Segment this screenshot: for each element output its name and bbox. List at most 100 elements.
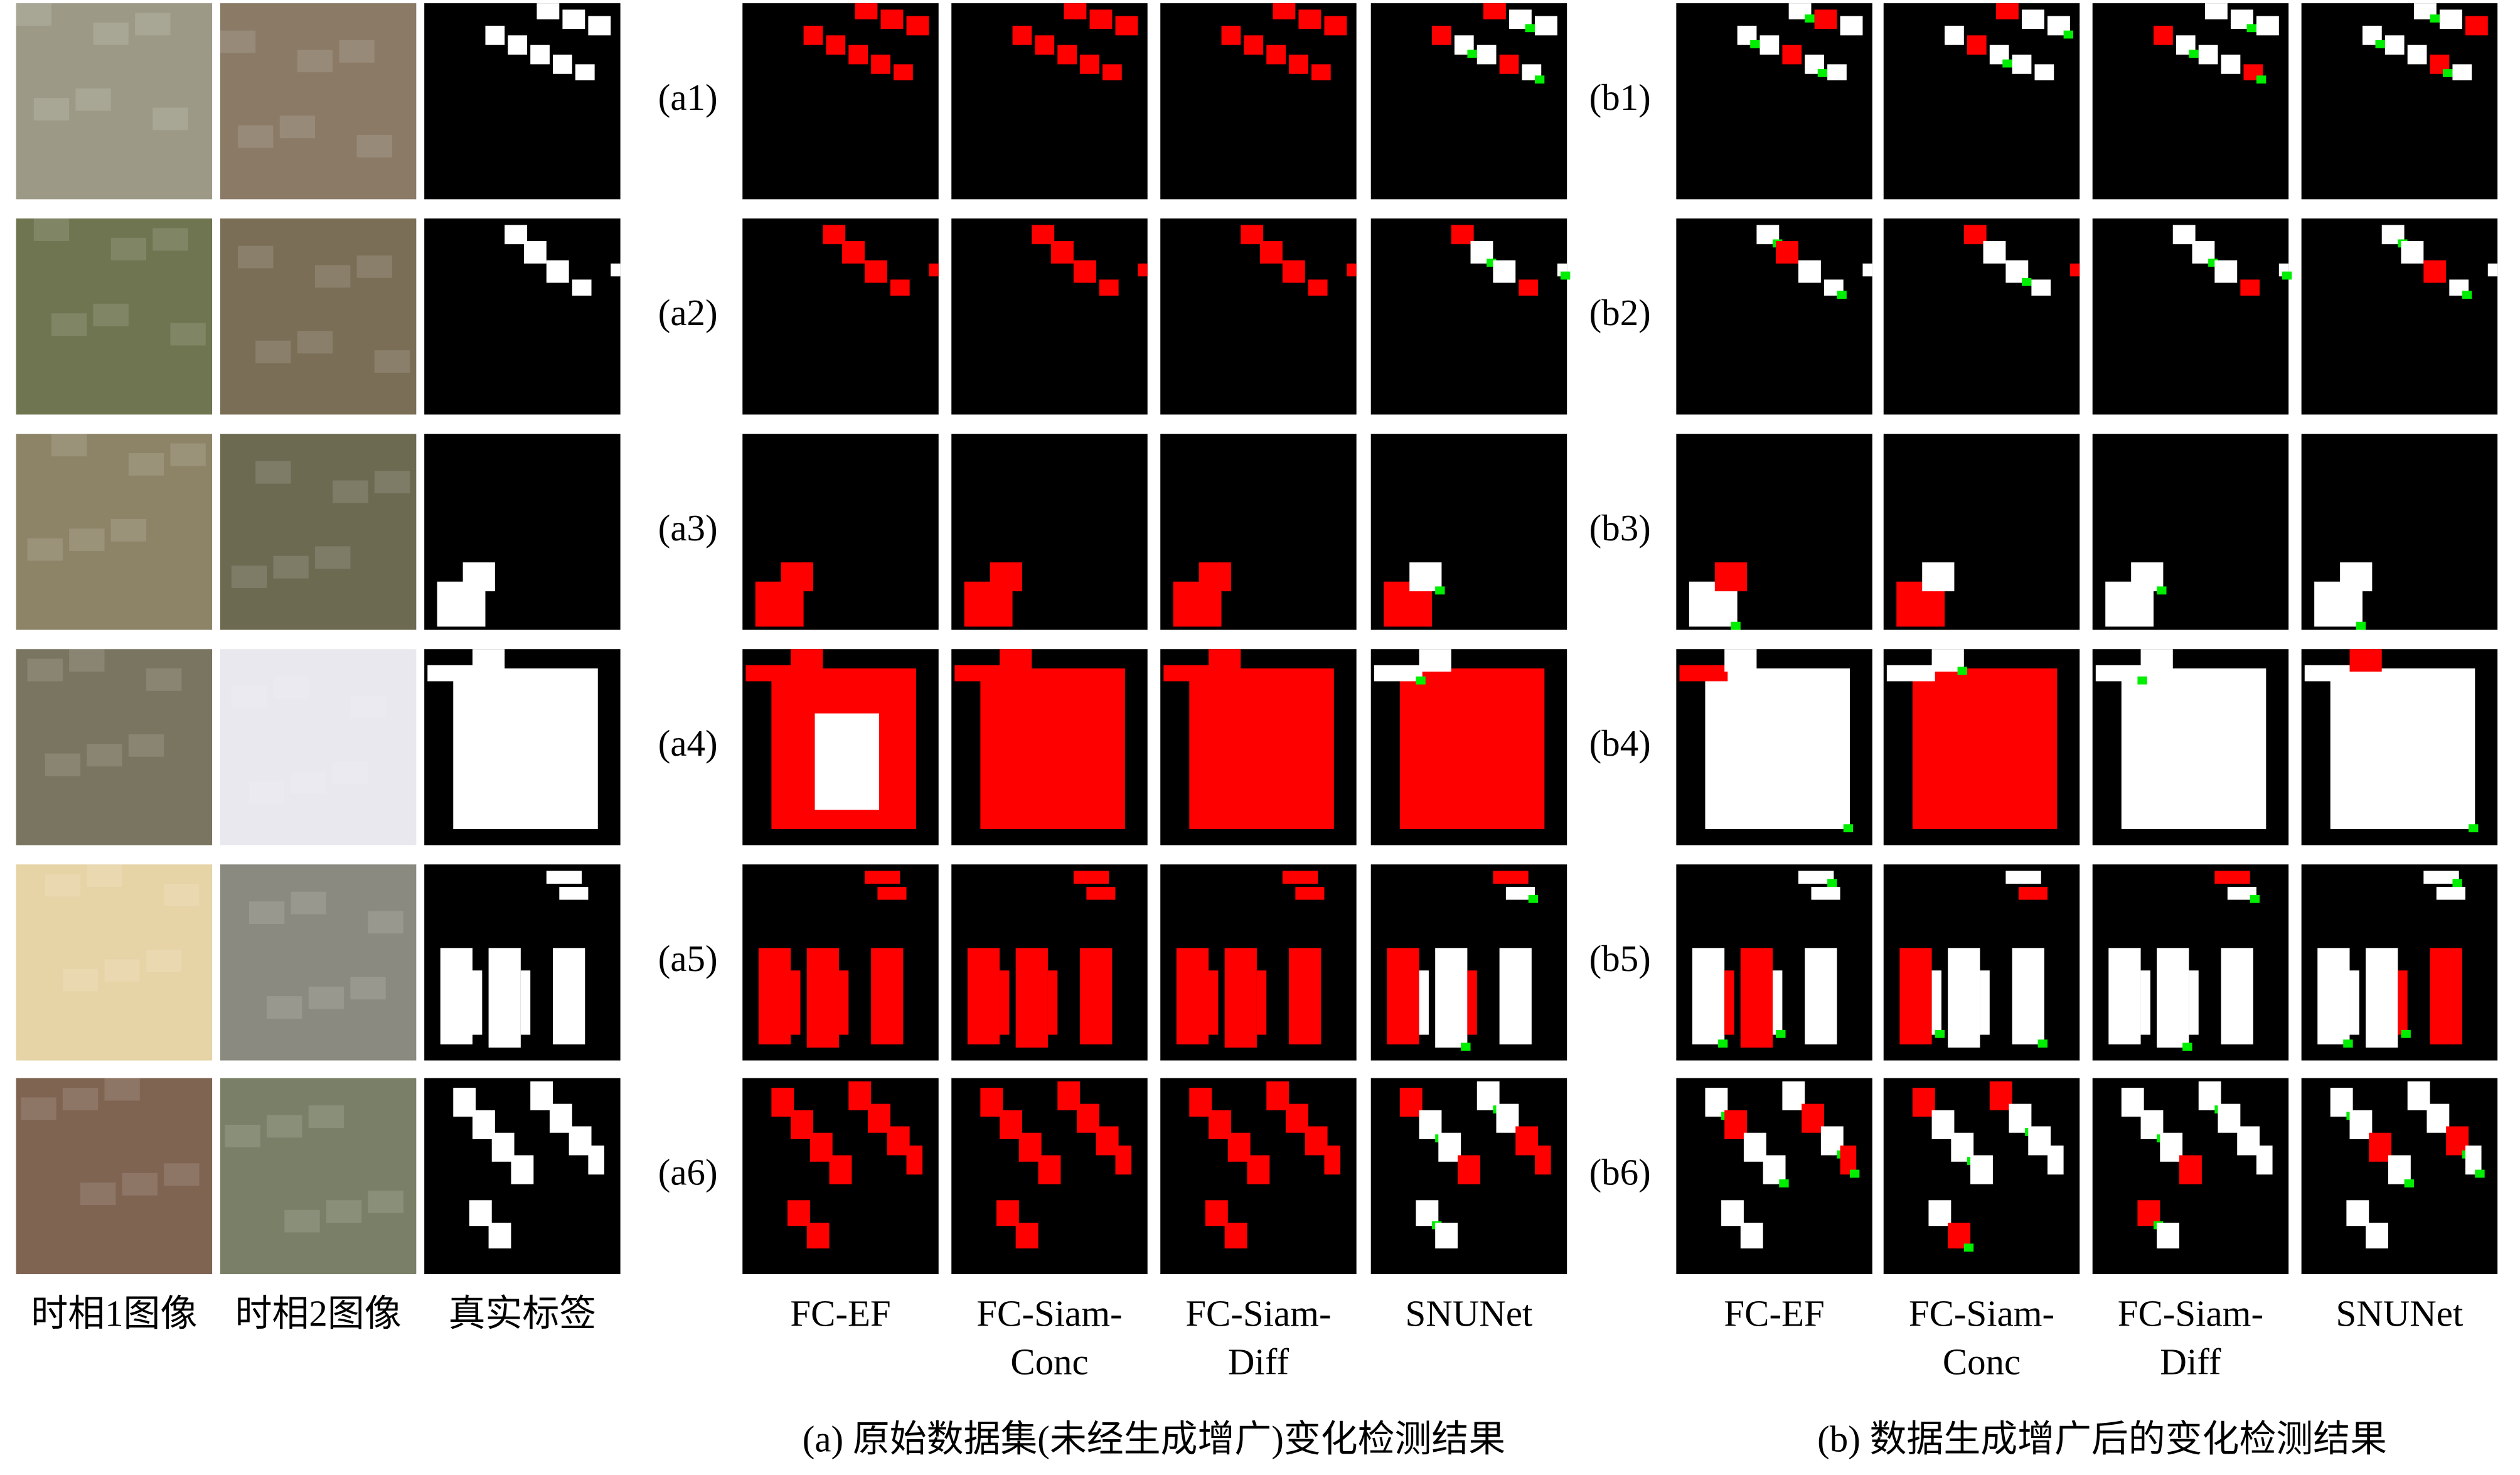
building xyxy=(511,1155,534,1184)
building xyxy=(980,1088,1003,1117)
mask-background xyxy=(1370,218,1567,415)
building xyxy=(1534,1145,1551,1175)
false-alarm xyxy=(1779,1179,1789,1188)
building xyxy=(2436,887,2465,900)
building xyxy=(1138,263,1148,277)
false-alarm xyxy=(2189,50,2199,58)
building xyxy=(546,871,582,884)
building xyxy=(2487,263,2498,277)
building xyxy=(2069,263,2080,277)
building xyxy=(806,948,839,1048)
texture xyxy=(146,668,182,691)
building xyxy=(791,649,823,672)
building xyxy=(2108,948,2141,1044)
satellite-image xyxy=(220,649,417,845)
row-label: (a6) xyxy=(658,1152,718,1193)
mask-background xyxy=(2301,218,2498,415)
building xyxy=(572,279,592,296)
building xyxy=(2340,562,2373,592)
building xyxy=(1467,970,1477,1035)
building xyxy=(2401,240,2424,264)
texture xyxy=(170,323,206,346)
image-tile xyxy=(424,649,621,845)
building xyxy=(2430,948,2462,1044)
image-tile xyxy=(951,649,1148,845)
building xyxy=(1827,64,1847,80)
satellite-image xyxy=(16,649,213,845)
image-tile xyxy=(2092,864,2289,1061)
texture xyxy=(273,555,309,579)
building xyxy=(588,1145,605,1175)
image-tile xyxy=(1160,864,1357,1061)
false-alarm xyxy=(1461,1043,1471,1051)
building xyxy=(505,225,528,245)
building xyxy=(2384,35,2405,55)
false-alarm xyxy=(1957,667,1967,675)
building xyxy=(1266,45,1286,65)
false-alarm xyxy=(1750,40,1760,48)
building xyxy=(2465,1145,2482,1175)
building xyxy=(791,970,801,1035)
building xyxy=(2349,1110,2373,1139)
building xyxy=(488,1223,511,1249)
column-label: FC-EF xyxy=(790,1294,890,1334)
row-label: (b5) xyxy=(1589,938,1651,979)
column-label: Diff xyxy=(1228,1341,1289,1382)
building xyxy=(745,665,794,682)
building xyxy=(2452,64,2472,80)
building xyxy=(1840,1145,1857,1175)
false-alarm xyxy=(1525,24,1535,33)
building xyxy=(2218,1103,2241,1133)
building xyxy=(1209,649,1241,672)
texture xyxy=(291,771,326,794)
texture xyxy=(255,340,291,363)
building xyxy=(1018,1132,1042,1162)
building xyxy=(814,713,879,810)
false-alarm xyxy=(1560,271,1571,280)
building xyxy=(1724,970,1734,1035)
image-tile xyxy=(1160,434,1357,630)
building xyxy=(2465,16,2488,36)
building xyxy=(1273,3,1296,19)
building xyxy=(2048,1145,2064,1175)
image-tile xyxy=(424,218,621,415)
column-label: Conc xyxy=(1943,1341,2021,1382)
image-tile xyxy=(1883,864,2080,1061)
building xyxy=(2304,665,2353,682)
building xyxy=(2221,55,2241,74)
satellite-image xyxy=(220,3,417,200)
texture xyxy=(279,115,315,139)
building xyxy=(1189,668,1334,829)
building xyxy=(2198,45,2218,65)
image-tile xyxy=(16,649,213,845)
texture xyxy=(146,949,182,972)
building xyxy=(871,948,904,1044)
building xyxy=(2131,562,2164,592)
building xyxy=(1221,25,1241,45)
false-alarm xyxy=(2182,1043,2192,1051)
building xyxy=(1324,16,1347,36)
column-label: FC-Siam- xyxy=(2118,1294,2263,1334)
false-alarm xyxy=(1731,621,1741,630)
false-alarm xyxy=(1837,291,1847,299)
image-tile xyxy=(1370,864,1567,1061)
texture xyxy=(16,3,51,26)
building xyxy=(2407,1081,2430,1110)
image-tile xyxy=(220,864,417,1061)
building xyxy=(771,1088,794,1117)
building xyxy=(1705,668,1850,829)
building xyxy=(1505,887,1535,900)
row-label: (a4) xyxy=(658,723,718,764)
building xyxy=(788,1200,810,1226)
texture xyxy=(350,695,386,719)
satellite-image xyxy=(16,434,213,630)
texture xyxy=(135,13,171,36)
building xyxy=(1266,1081,1289,1110)
false-alarm xyxy=(2375,40,2385,48)
building xyxy=(1047,970,1058,1035)
building xyxy=(2018,887,2048,900)
building xyxy=(1862,263,1872,277)
building xyxy=(1399,668,1545,829)
texture xyxy=(284,1210,320,1233)
texture xyxy=(170,443,206,466)
